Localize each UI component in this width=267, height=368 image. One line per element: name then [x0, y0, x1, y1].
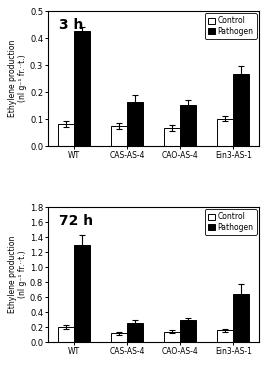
- Bar: [58, 327, 74, 342]
- Bar: [164, 332, 180, 342]
- Bar: [233, 294, 249, 342]
- Bar: [180, 105, 196, 146]
- Y-axis label: Ethylene production
(nl g⁻¹ fr.··t.): Ethylene production (nl g⁻¹ fr.··t.): [8, 40, 27, 117]
- Bar: [58, 124, 74, 146]
- Text: 72 h: 72 h: [59, 214, 93, 228]
- Bar: [127, 102, 143, 146]
- Bar: [127, 323, 143, 342]
- Bar: [217, 118, 233, 146]
- Legend: Control, Pathogen: Control, Pathogen: [205, 13, 257, 39]
- Y-axis label: Ethylene production
(nl g⁻¹ fr.··t.): Ethylene production (nl g⁻¹ fr.··t.): [8, 236, 27, 313]
- Bar: [111, 333, 127, 342]
- Bar: [111, 126, 127, 146]
- Legend: Control, Pathogen: Control, Pathogen: [205, 209, 257, 235]
- Text: 3 h: 3 h: [59, 18, 83, 32]
- Bar: [217, 330, 233, 342]
- Bar: [233, 74, 249, 146]
- Bar: [164, 128, 180, 146]
- Bar: [180, 321, 196, 342]
- Bar: [74, 31, 90, 146]
- Bar: [74, 245, 90, 342]
